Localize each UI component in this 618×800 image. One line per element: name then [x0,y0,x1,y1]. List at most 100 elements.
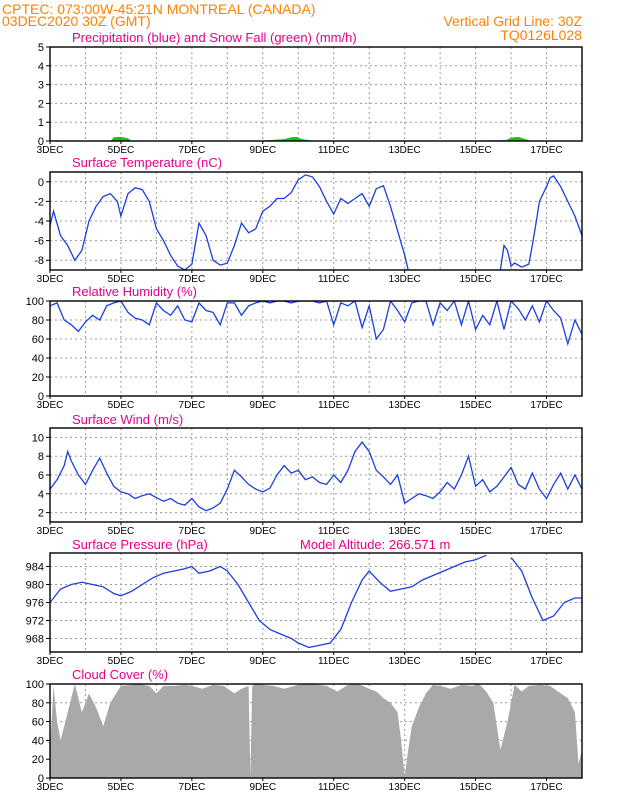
grid-line-note: Vertical Grid Line: 30Z [443,13,582,29]
precip-xtick-label: 5DEC [108,145,135,156]
precip-title: Precipitation (blue) and Snow Fall (gree… [72,30,357,45]
wind-panel [46,427,583,525]
precip-xtick-label: 17DEC [530,145,562,156]
station-title: CPTEC: 073:00W-45:21N MONTREAL (CANADA) [2,1,316,17]
precip-xtick-label: 11DEC [318,145,350,156]
precip-ytick-label: 5 [38,42,44,54]
temp-title: Surface Temperature (nC) [72,155,222,170]
precip-ytick-label: 3 [38,80,44,92]
wind-title: Surface Wind (m/s) [72,412,183,427]
wind-xtick-label: 11DEC [318,526,350,537]
cloud-xtick-label: 17DEC [530,782,562,793]
pressure-line-0 [50,554,487,649]
pressure-ytick-label: 968 [26,634,44,646]
pressure-xtick-label: 17DEC [530,656,562,667]
temp-frame [49,171,583,271]
pressure-xtick-label: 15DEC [459,656,491,667]
rh-xtick-label: 13DEC [389,400,421,411]
wind-xtick-label: 5DEC [108,526,135,537]
pressure-panel [46,552,583,655]
cloud-ytick-label: 100 [26,679,44,691]
pressure-xtick-label: 5DEC [108,656,135,667]
cloud-xtick-label: 5DEC [108,782,135,793]
wind-ytick-label: 10 [32,432,44,444]
pressure-xtick-label: 13DEC [389,656,421,667]
temp-line-1 [499,175,582,270]
cloud-xtick-label: 7DEC [179,782,206,793]
pressure-ytick-label: 976 [26,598,44,610]
cloud-area-0 [50,684,582,778]
temp-xtick-label: 15DEC [459,274,491,285]
rh-xtick-label: 15DEC [459,400,491,411]
cloud-ytick-label: 80 [32,698,44,710]
pressure-ytick-label: 984 [26,562,44,574]
wind-frame [49,427,583,523]
rh-xtick-label: 9DEC [249,400,276,411]
pressure-xtick-label: 7DEC [179,656,206,667]
rh-ytick-label: 60 [32,334,44,346]
precip-xtick-label: 7DEC [179,145,206,156]
rh-ytick-label: 80 [32,315,44,327]
wind-series-group [50,441,582,512]
temp-xtick-label: 3DEC [37,274,64,285]
precip-panel [46,46,583,144]
pressure-xtick-label: 3DEC [37,656,64,667]
wind-xtick-label: 13DEC [389,526,421,537]
rh-line-0 [50,301,582,347]
wind-ytick-label: 2 [38,508,44,520]
rh-xtick-label: 3DEC [37,400,64,411]
temp-xtick-label: 5DEC [108,274,135,285]
cloud-ytick-label: 40 [32,735,44,747]
precip-ytick-label: 0 [38,136,44,148]
wind-line-0 [50,441,582,512]
cloud-title: Cloud Cover (%) [72,667,168,682]
pressure-title: Surface Pressure (hPa) [72,537,208,552]
rh-ytick-label: 40 [32,353,44,365]
precip-xtick-label: 13DEC [389,145,421,156]
cloud-frame [49,683,583,779]
rh-series-group [50,301,582,347]
wind-ytick-label: 4 [38,489,44,501]
rh-ytick-label: 0 [38,391,44,403]
rh-ytick-label: 20 [32,372,44,384]
temp-ytick-label: 0 [38,177,44,189]
rh-xtick-label: 17DEC [530,400,562,411]
pressure-series-group [50,554,582,649]
precip-ytick-label: 4 [38,61,44,73]
cloud-xtick-label: 3DEC [37,782,64,793]
rh-xtick-label: 11DEC [318,400,350,411]
temp-xtick-label: 9DEC [249,274,276,285]
cloud-xtick-label: 15DEC [459,782,491,793]
temp-series-group [50,174,582,270]
wind-xtick-label: 15DEC [459,526,491,537]
cloud-xtick-label: 11DEC [318,782,350,793]
pressure-xtick-label: 11DEC [318,656,350,667]
rh-xtick-label: 5DEC [108,400,135,411]
header: CPTEC: 073:00W-45:21N MONTREAL (CANADA) … [0,0,618,43]
precip-frame [49,46,583,142]
wind-xtick-label: 9DEC [249,526,276,537]
wind-ytick-label: 6 [38,470,44,482]
pressure-annotation: Model Altitude: 266.571 m [300,537,450,552]
precip-xtick-label: 15DEC [459,145,491,156]
cloud-series-group [50,684,582,778]
cloud-ytick-label: 20 [32,754,44,766]
product-code: TQ0126L028 [500,27,582,43]
temp-xtick-label: 11DEC [318,274,350,285]
rh-title: Relative Humidity (%) [72,284,197,299]
run-datetime: 03DEC2020 30Z (GMT) [2,13,151,29]
precip-ytick-label: 1 [38,117,44,129]
pressure-xtick-label: 9DEC [249,656,276,667]
temp-ytick-label: -4 [34,216,44,228]
cloud-ytick-label: 0 [38,773,44,785]
rh-panel [46,300,583,399]
temp-panel [46,171,583,273]
temp-ytick-label: -8 [34,255,44,267]
temp-xtick-label: 13DEC [389,274,421,285]
cloud-panel [46,683,583,781]
temp-line-0 [50,174,409,270]
temp-xtick-label: 17DEC [530,274,562,285]
precip-xtick-label: 9DEC [249,145,276,156]
wind-ytick-label: 8 [38,451,44,463]
